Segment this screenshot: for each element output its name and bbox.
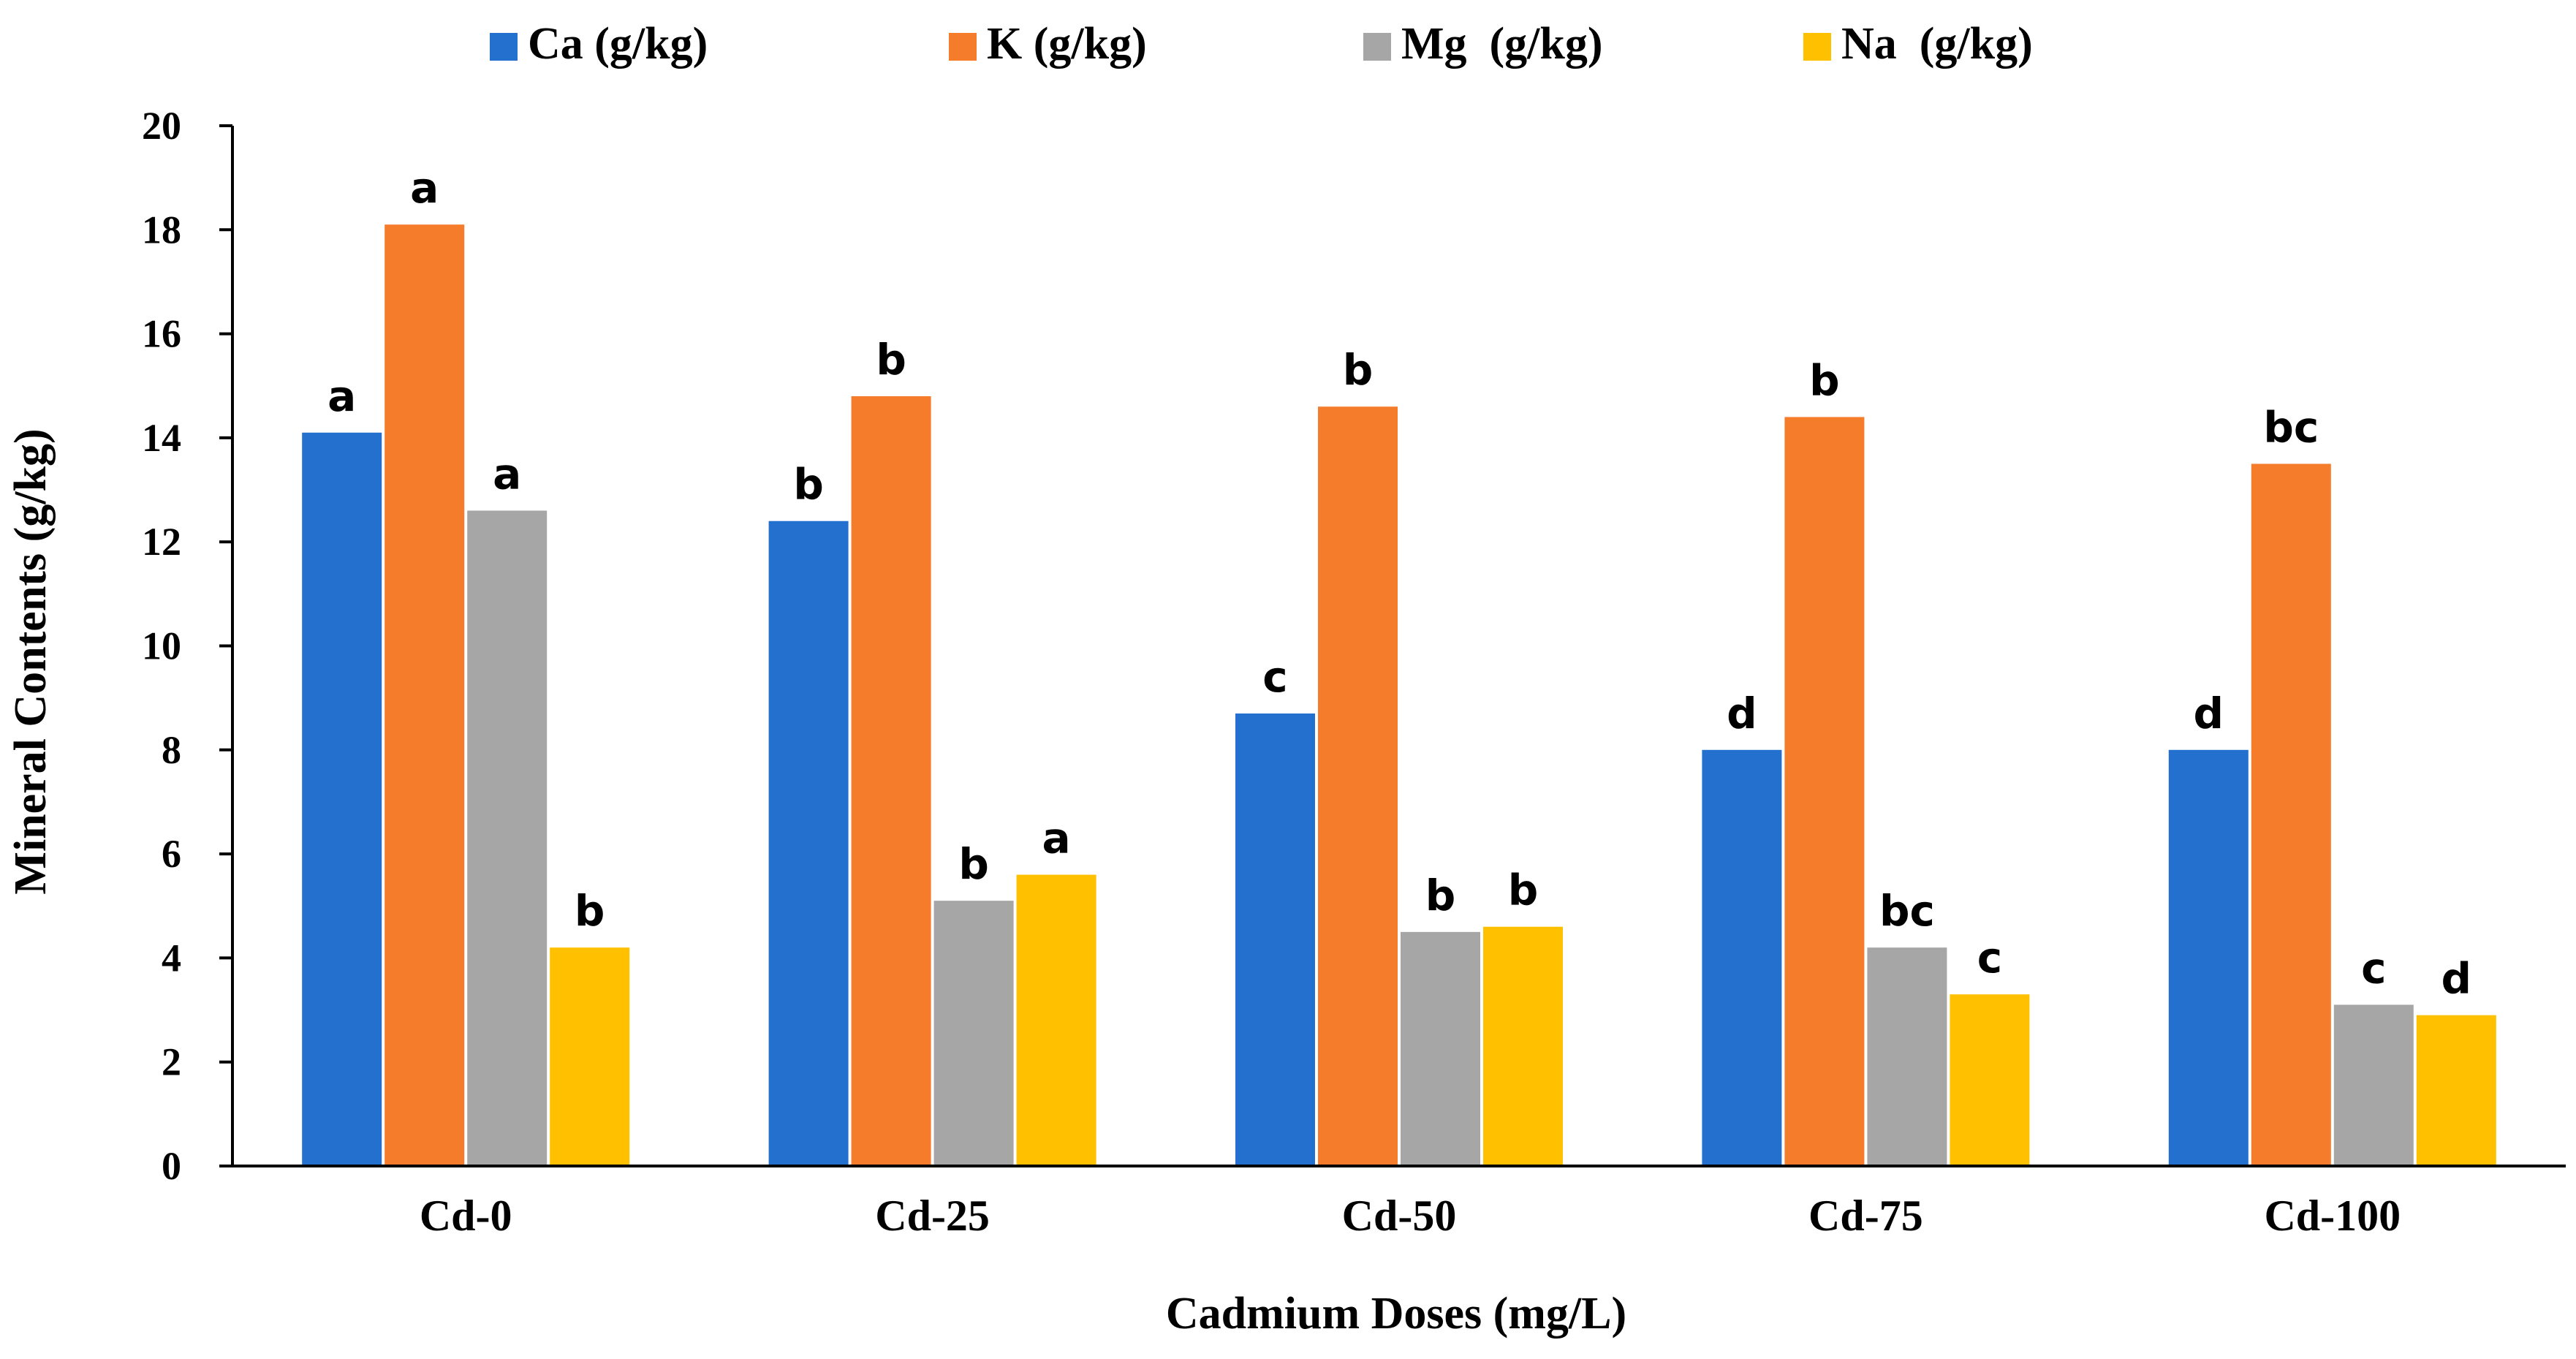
y-tick-label: 10 xyxy=(142,624,181,668)
y-tick-label: 12 xyxy=(142,520,181,564)
significance-label: a xyxy=(410,163,439,213)
significance-label: b xyxy=(1508,866,1539,915)
significance-label: c xyxy=(1977,933,2002,983)
y-tick-label: 2 xyxy=(162,1040,181,1084)
bar xyxy=(467,510,548,1166)
significance-label: b xyxy=(1809,355,1840,405)
significance-label: a xyxy=(327,371,356,421)
significance-label: d xyxy=(1727,689,1757,738)
y-axis-title: Mineral Contents (g/kg) xyxy=(6,428,56,894)
x-axis-title: Cadmium Doses (mg/L) xyxy=(1166,1289,1626,1339)
bar xyxy=(1702,749,1782,1166)
significance-label: b xyxy=(793,460,824,510)
significance-label: d xyxy=(2441,954,2472,1004)
y-tick-label: 18 xyxy=(142,208,181,251)
x-tick-label: Cd-50 xyxy=(1342,1192,1457,1240)
y-tick-label: 6 xyxy=(162,832,181,876)
significance-label: bc xyxy=(2263,402,2319,452)
significance-label: b xyxy=(1425,871,1456,920)
bar xyxy=(851,395,931,1166)
bar xyxy=(1235,713,1315,1166)
legend-label: K (g/kg) xyxy=(987,19,1147,69)
bar xyxy=(2333,1004,2414,1166)
x-tick-label: Cd-75 xyxy=(1808,1192,1923,1240)
significance-label: c xyxy=(1262,652,1287,702)
significance-label: d xyxy=(2194,689,2224,738)
bar xyxy=(1784,417,1865,1167)
legend-label: Mg (g/kg) xyxy=(1401,19,1603,69)
bar xyxy=(302,432,382,1166)
x-axis-ticks: Cd-0 Cd-25 Cd-50 Cd-75 Cd-100 xyxy=(420,1192,2401,1240)
y-tick-label: 20 xyxy=(142,104,181,148)
bar xyxy=(1401,931,1480,1166)
significance-label: c xyxy=(2361,943,2386,993)
y-tick-label: 14 xyxy=(142,416,181,460)
legend-label: Na (g/kg) xyxy=(1841,19,2033,69)
legend: Ca (g/kg) K (g/kg) Mg (g/kg) Na (g/kg) xyxy=(490,19,2033,69)
bar xyxy=(2251,463,2331,1166)
bar xyxy=(2168,749,2249,1166)
bar xyxy=(1016,874,1096,1166)
bar xyxy=(384,224,465,1166)
bar xyxy=(1950,994,2030,1166)
y-axis-ticks: 0 2 4 6 8 10 12 14 16 18 20 xyxy=(142,104,232,1188)
x-tick-label: Cd-25 xyxy=(875,1192,990,1240)
legend-swatch xyxy=(1803,33,1831,61)
bar xyxy=(1318,406,1398,1167)
bar xyxy=(2416,1015,2496,1166)
bar xyxy=(933,901,1014,1166)
legend-swatch xyxy=(1363,33,1391,61)
significance-label: b xyxy=(958,839,989,889)
legend-swatch xyxy=(949,33,977,61)
y-tick-label: 8 xyxy=(162,728,181,772)
legend-label: Ca (g/kg) xyxy=(528,19,708,69)
x-tick-label: Cd-100 xyxy=(2264,1192,2401,1240)
bar xyxy=(1483,926,1563,1166)
bar xyxy=(768,520,849,1166)
significance-label: b xyxy=(876,335,906,385)
y-tick-label: 0 xyxy=(162,1144,181,1188)
significance-label: b xyxy=(575,886,605,936)
significance-label: b xyxy=(1343,345,1374,395)
significance-label: a xyxy=(1042,814,1071,863)
bar xyxy=(1867,947,1947,1166)
bar xyxy=(550,947,630,1166)
x-tick-label: Cd-0 xyxy=(420,1192,512,1240)
legend-swatch xyxy=(490,33,518,61)
significance-label: bc xyxy=(1879,886,1935,936)
y-tick-label: 4 xyxy=(162,936,181,980)
y-tick-label: 16 xyxy=(142,312,181,356)
significance-label: a xyxy=(493,450,521,499)
